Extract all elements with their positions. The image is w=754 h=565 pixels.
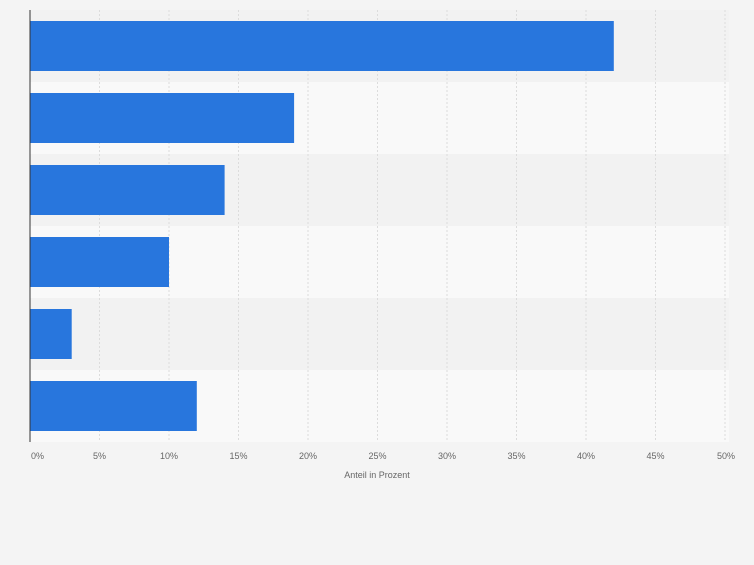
bar[interactable] [30,21,614,71]
row-bands [30,10,729,442]
x-tick-label: 15% [229,451,247,461]
x-tick-label: 35% [507,451,525,461]
bar[interactable] [30,237,169,287]
bar[interactable] [30,165,225,215]
x-tick-label: 10% [160,451,178,461]
x-tick-label: 20% [299,451,317,461]
x-axis-ticks: 0% 5% 10% 15% 20% 25% 30% 35% 40% 45% 50% [31,451,735,461]
row-band [30,298,729,370]
bar[interactable] [30,309,72,359]
x-axis-label: Anteil in Prozent [344,470,410,480]
x-tick-label: 45% [646,451,664,461]
x-tick-label: 0% [31,451,44,461]
bar-series [30,21,614,431]
x-tick-label: 5% [93,451,106,461]
x-tick-label: 30% [438,451,456,461]
x-tick-label: 40% [577,451,595,461]
x-tick-label: 25% [368,451,386,461]
gridlines [99,10,726,442]
bar[interactable] [30,93,295,143]
bar[interactable] [30,381,197,431]
x-tick-label: 50% [717,451,735,461]
